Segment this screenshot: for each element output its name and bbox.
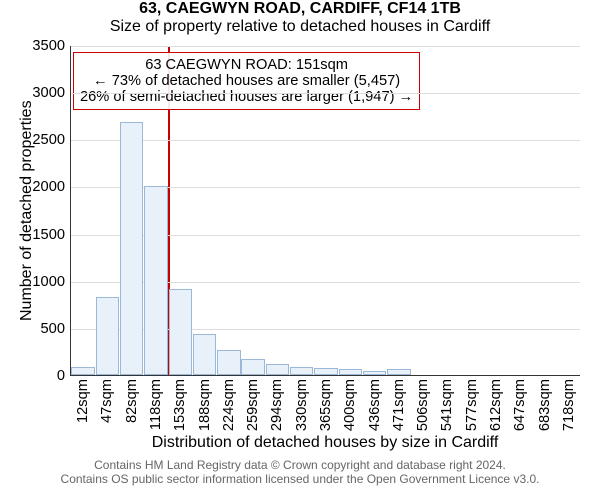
y-tick-label: 3500 <box>32 38 71 54</box>
x-tick-label: 224sqm <box>221 379 237 431</box>
y-tick-label: 0 <box>57 368 71 384</box>
grid-line <box>71 93 580 94</box>
page-title: 63, CAEGWYN ROAD, CARDIFF, CF14 1TB <box>0 0 600 18</box>
page-subtitle: Size of property relative to detached ho… <box>0 18 600 36</box>
x-tick-label: 82sqm <box>124 379 140 423</box>
histogram-bar <box>241 359 264 375</box>
x-tick-label: 118sqm <box>148 379 164 430</box>
x-tick-label: 612sqm <box>488 379 504 431</box>
histogram-bar <box>217 350 240 375</box>
histogram-bar <box>290 367 313 375</box>
footer-line-1: Contains HM Land Registry data © Crown c… <box>0 458 600 472</box>
y-tick-label: 3000 <box>32 85 71 101</box>
x-tick-label: 188sqm <box>197 379 213 431</box>
y-tick-label: 2500 <box>32 132 71 148</box>
x-tick-label: 506sqm <box>415 379 431 431</box>
x-tick-label: 12sqm <box>75 379 91 423</box>
histogram-bar <box>339 369 362 375</box>
x-tick-label: 400sqm <box>342 379 358 431</box>
grid-line <box>71 140 580 141</box>
x-tick-label: 647sqm <box>512 379 528 431</box>
x-tick-label: 259sqm <box>245 379 261 431</box>
histogram-bar <box>71 367 94 375</box>
callout-line: 63 CAEGWYN ROAD: 151sqm <box>80 57 413 73</box>
x-tick-label: 683sqm <box>537 379 553 431</box>
histogram-bar <box>387 369 410 375</box>
x-axis-title: Distribution of detached houses by size … <box>70 434 580 452</box>
x-tick-label: 365sqm <box>318 379 334 431</box>
footer-attribution: Contains HM Land Registry data © Crown c… <box>0 458 600 486</box>
histogram-bar <box>266 364 289 375</box>
y-tick-label: 1500 <box>32 227 71 243</box>
x-tick-label: 294sqm <box>269 379 285 431</box>
y-axis-title: Number of detached properties <box>18 100 36 321</box>
histogram-chart: 63 CAEGWYN ROAD: 151sqm← 73% of detached… <box>70 46 580 376</box>
x-tick-label: 330sqm <box>294 379 310 431</box>
histogram-bar <box>120 122 143 375</box>
y-tick-label: 500 <box>41 321 71 337</box>
x-tick-label: 153sqm <box>172 379 188 431</box>
histogram-bar <box>314 368 337 375</box>
x-tick-label: 718sqm <box>561 379 577 431</box>
histogram-bar <box>169 289 192 375</box>
x-tick-label: 471sqm <box>391 379 407 431</box>
histogram-bar <box>363 371 386 375</box>
callout-line: ← 73% of detached houses are smaller (5,… <box>80 73 413 89</box>
x-tick-label: 47sqm <box>99 379 115 423</box>
x-tick-label: 577sqm <box>464 379 480 431</box>
y-tick-label: 1000 <box>32 274 71 290</box>
reference-callout: 63 CAEGWYN ROAD: 151sqm← 73% of detached… <box>73 52 420 110</box>
grid-line <box>71 46 580 47</box>
page-root: { "title": { "line1": "63, CAEGWYN ROAD,… <box>0 0 600 500</box>
x-tick-label: 541sqm <box>439 379 455 431</box>
y-tick-label: 2000 <box>32 179 71 195</box>
histogram-bar <box>193 334 216 375</box>
callout-line: 26% of semi-detached houses are larger (… <box>80 89 413 105</box>
histogram-bar <box>144 186 167 375</box>
footer-line-2: Contains OS public sector information li… <box>0 472 600 486</box>
x-tick-label: 436sqm <box>367 379 383 431</box>
histogram-bar <box>96 297 119 375</box>
